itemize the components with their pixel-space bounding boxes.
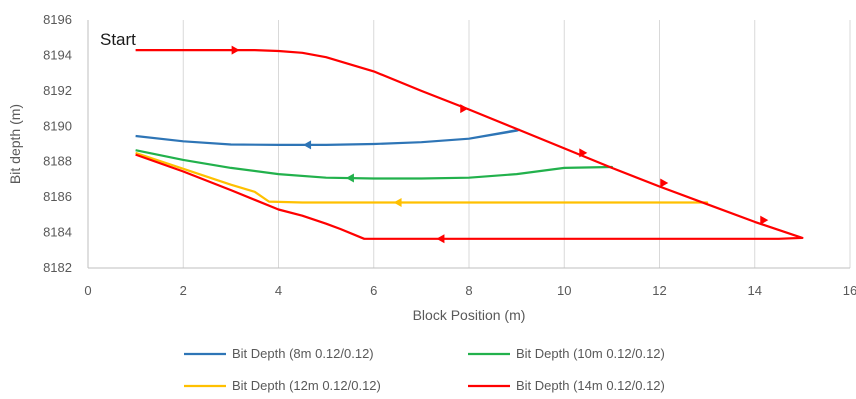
legend-entry: Bit Depth (8m 0.12/0.12) [232,346,374,361]
x-tick-label: 4 [275,283,282,298]
start-annotation: Start [100,30,136,49]
x-tick-label: 16 [843,283,856,298]
x-tick-label: 14 [748,283,762,298]
y-tick-label: 8192 [43,83,72,98]
axes [87,20,850,269]
y-axis-label: Bit depth (m) [7,104,23,184]
series-line-1 [135,128,521,146]
y-tick-label: 8182 [43,260,72,275]
x-tick-labels: 0 2 4 6 8 10 12 14 16 [84,283,856,298]
legend-entry: Bit Depth (10m 0.12/0.12) [516,346,665,361]
direction-arrow [393,197,402,207]
x-tick-label: 10 [557,283,571,298]
series-line-4 [135,49,804,240]
legend-entry: Bit Depth (12m 0.12/0.12) [232,378,381,393]
y-tick-label: 8196 [43,12,72,27]
legend-entry: Bit Depth (14m 0.12/0.12) [516,378,665,393]
y-tick-label: 8190 [43,118,72,133]
x-axis-label: Block Position (m) [413,307,526,323]
direction-arrow [231,45,240,55]
x-tick-label: 6 [370,283,377,298]
x-tick-label: 2 [180,283,187,298]
x-tick-label: 0 [84,283,91,298]
y-tick-label: 8194 [43,47,72,62]
direction-arrow [660,178,669,188]
y-tick-label: 8188 [43,154,72,169]
direction-arrow [579,148,588,158]
direction-arrows [231,45,769,244]
direction-arrow [760,215,769,225]
direction-arrow [436,234,445,244]
legend: Bit Depth (8m 0.12/0.12) Bit Depth (10m 0… [184,346,665,393]
direction-arrow [303,140,312,150]
direction-arrow [460,104,469,114]
x-tick-label: 8 [465,283,472,298]
x-tick-label: 12 [652,283,666,298]
y-tick-label: 8184 [43,225,72,240]
y-tick-labels: 8182 8184 8186 8188 8190 8192 8194 8196 [43,12,72,275]
series-line-3 [135,151,709,204]
direction-arrow [345,173,354,183]
series-lines [135,49,804,240]
y-tick-label: 8186 [43,189,72,204]
